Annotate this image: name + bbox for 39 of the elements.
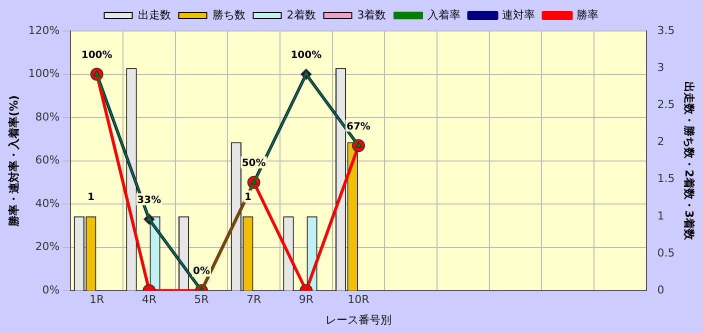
y2-axis-title: 出走数・勝ち数・2着数・3着数 <box>682 82 696 241</box>
data-label: 1 <box>244 192 252 204</box>
x-tick-label: 10R <box>348 293 370 306</box>
y2-tick-label: 3.5 <box>657 24 675 37</box>
y-tick-label: 100% <box>28 67 60 80</box>
y-tick-label: 60% <box>35 154 60 167</box>
y-tick-label: 0% <box>42 283 60 296</box>
y-tick-label: 80% <box>35 110 60 124</box>
y2-tick-label: 2 <box>657 135 664 148</box>
x-axis-title: レース番号別 <box>325 313 392 326</box>
legend-label: 出走数 <box>138 8 171 22</box>
legend-label: 勝率 <box>576 8 599 22</box>
data-label: 1 <box>87 192 94 204</box>
y2-tick-label: 0 <box>657 283 664 296</box>
legend-label: 勝ち数 <box>212 8 246 22</box>
x-tick-label: 4R <box>142 293 157 306</box>
data-label: 50% <box>242 158 266 170</box>
y-tick-label: 20% <box>35 240 60 254</box>
y2-tick-label: 1.5 <box>657 172 675 186</box>
x-tick-label: 7R <box>246 293 262 306</box>
x-tick-label: 9R <box>298 293 314 306</box>
x-tick-label: 1R <box>89 293 104 306</box>
data-label: 67% <box>346 121 370 132</box>
legend-label: 入着率 <box>428 8 461 22</box>
y2-tick-label: 0.5 <box>657 246 675 260</box>
data-label: 33% <box>137 194 162 206</box>
legend-label: 3着数 <box>357 8 386 22</box>
y-tick-label: 40% <box>35 196 60 210</box>
data-label: 100% <box>290 50 322 61</box>
y2-tick-label: 2.5 <box>657 98 675 112</box>
x-tick-label: 5R <box>194 293 210 306</box>
legend-label: 連対率 <box>502 8 536 22</box>
data-label: 100% <box>81 50 112 61</box>
data-label: 0% <box>192 266 210 278</box>
y-tick-label: 120% <box>28 24 60 37</box>
y2-tick-label: 3 <box>657 60 664 74</box>
y2-tick-label: 1 <box>657 209 664 222</box>
legend-label: 2着数 <box>286 8 316 22</box>
y-axis-title: 勝率・連対率・入着率(%) <box>7 95 20 228</box>
